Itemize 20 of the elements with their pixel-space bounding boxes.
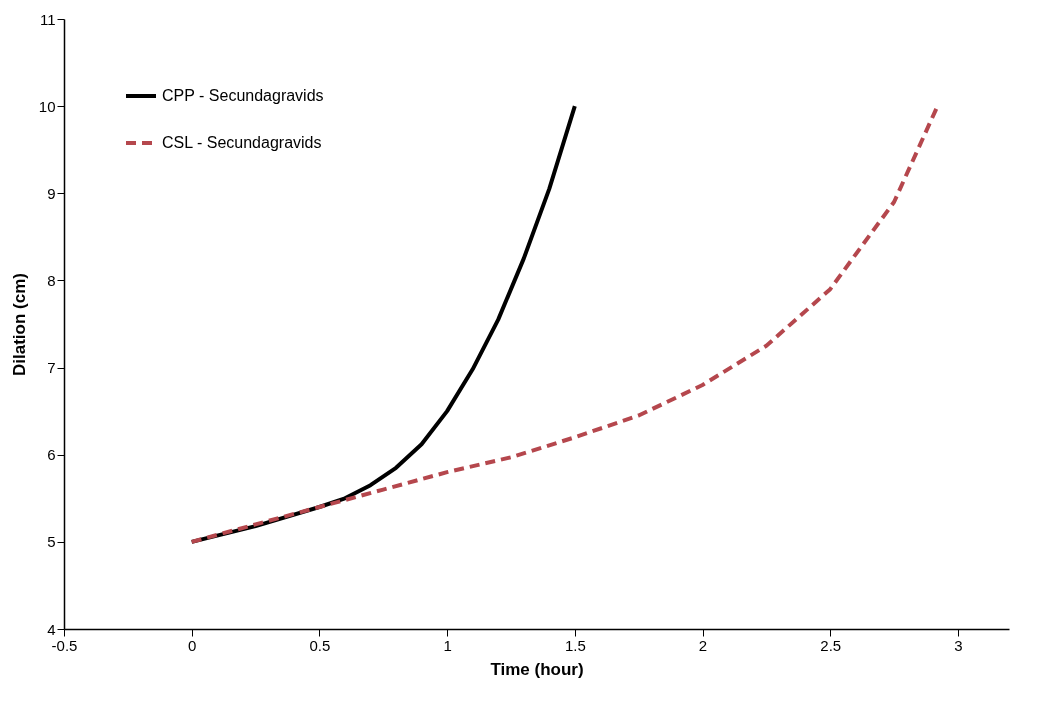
y-tick-label: 4 — [47, 620, 56, 638]
y-tick-label: 8 — [47, 271, 56, 289]
y-tick-label: 11 — [39, 10, 56, 28]
y-tick-label: 7 — [47, 359, 56, 377]
x-tick-label: 3 — [954, 636, 963, 654]
x-axis-title: Time (hour) — [490, 659, 584, 679]
legend-label: CPP - Secundagravids — [162, 87, 324, 104]
x-tick-label: 1 — [443, 636, 452, 654]
x-tick-label: -0.5 — [51, 636, 78, 654]
y-tick-label: 10 — [38, 97, 56, 115]
y-tick-label: 9 — [47, 184, 56, 202]
x-tick-label: 1.5 — [564, 636, 586, 654]
x-tick-label: 2 — [698, 636, 708, 654]
x-tick-label: 0 — [188, 636, 197, 654]
y-tick-label: 6 — [47, 446, 56, 464]
x-tick-label: 2.5 — [820, 636, 842, 654]
x-tick-label: 0.5 — [309, 636, 331, 654]
y-axis-title: Dilation (cm) — [9, 273, 29, 376]
y-tick-label: 5 — [47, 533, 56, 551]
legend-label: CSL - Secundagravids — [162, 134, 322, 151]
